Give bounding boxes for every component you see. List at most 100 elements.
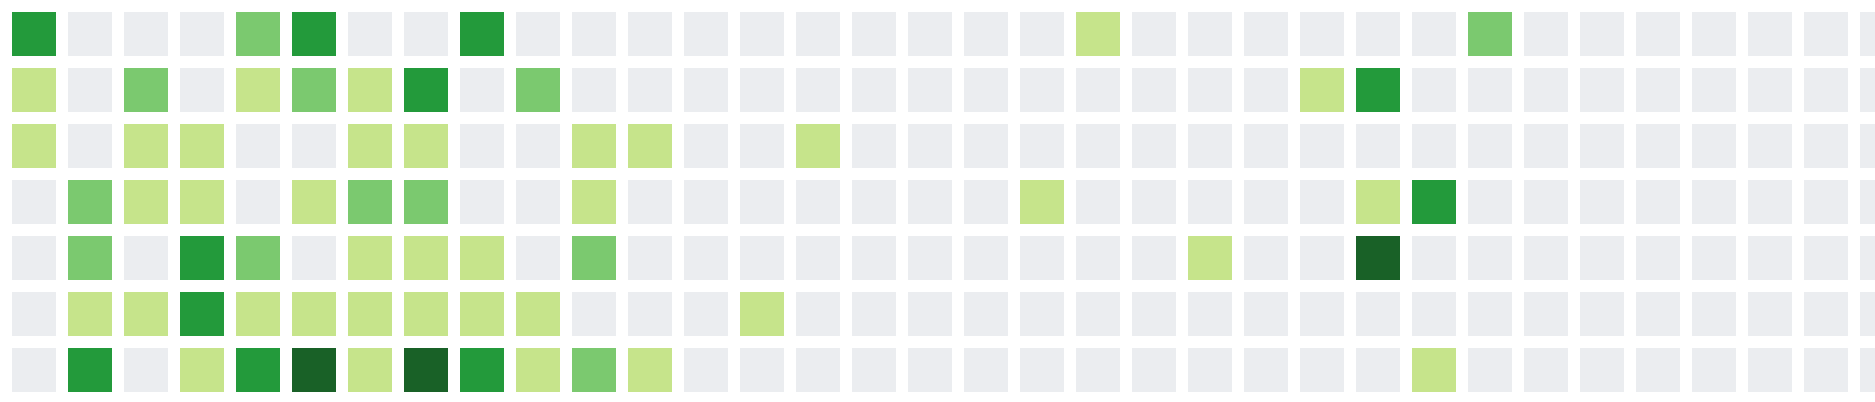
contribution-cell[interactable] <box>1244 12 1288 56</box>
contribution-cell[interactable] <box>1692 124 1736 168</box>
contribution-cell[interactable] <box>1300 68 1344 112</box>
contribution-cell[interactable] <box>1804 180 1848 224</box>
contribution-cell[interactable] <box>1580 292 1624 336</box>
contribution-cell[interactable] <box>1860 68 1875 112</box>
contribution-cell[interactable] <box>1524 180 1568 224</box>
contribution-cell[interactable] <box>1748 348 1792 392</box>
contribution-cell[interactable] <box>516 124 560 168</box>
contribution-cell[interactable] <box>236 180 280 224</box>
contribution-cell[interactable] <box>908 236 952 280</box>
contribution-cell[interactable] <box>908 292 952 336</box>
contribution-cell[interactable] <box>12 12 56 56</box>
contribution-cell[interactable] <box>1300 124 1344 168</box>
contribution-cell[interactable] <box>292 180 336 224</box>
contribution-cell[interactable] <box>1692 348 1736 392</box>
contribution-cell[interactable] <box>1636 180 1680 224</box>
contribution-cell[interactable] <box>1412 236 1456 280</box>
contribution-cell[interactable] <box>1580 124 1624 168</box>
contribution-cell[interactable] <box>1524 12 1568 56</box>
contribution-cell[interactable] <box>1692 180 1736 224</box>
contribution-cell[interactable] <box>1860 124 1875 168</box>
contribution-cell[interactable] <box>628 292 672 336</box>
contribution-cell[interactable] <box>1300 292 1344 336</box>
contribution-cell[interactable] <box>1300 236 1344 280</box>
contribution-cell[interactable] <box>1076 180 1120 224</box>
contribution-cell[interactable] <box>572 12 616 56</box>
contribution-cell[interactable] <box>1468 124 1512 168</box>
contribution-cell[interactable] <box>1580 180 1624 224</box>
contribution-cell[interactable] <box>908 348 952 392</box>
contribution-cell[interactable] <box>236 68 280 112</box>
contribution-cell[interactable] <box>964 348 1008 392</box>
contribution-cell[interactable] <box>964 12 1008 56</box>
contribution-cell[interactable] <box>12 292 56 336</box>
contribution-cell[interactable] <box>124 12 168 56</box>
contribution-cell[interactable] <box>740 292 784 336</box>
contribution-cell[interactable] <box>1020 348 1064 392</box>
contribution-cell[interactable] <box>1412 348 1456 392</box>
contribution-cell[interactable] <box>68 124 112 168</box>
contribution-cell[interactable] <box>740 180 784 224</box>
contribution-cell[interactable] <box>852 124 896 168</box>
contribution-cell[interactable] <box>908 12 952 56</box>
contribution-cell[interactable] <box>404 292 448 336</box>
contribution-cell[interactable] <box>1748 124 1792 168</box>
contribution-cell[interactable] <box>796 348 840 392</box>
contribution-cell[interactable] <box>1804 348 1848 392</box>
contribution-cell[interactable] <box>1356 124 1400 168</box>
contribution-cell[interactable] <box>180 236 224 280</box>
contribution-cell[interactable] <box>12 68 56 112</box>
contribution-cell[interactable] <box>740 348 784 392</box>
contribution-cell[interactable] <box>1020 12 1064 56</box>
contribution-cell[interactable] <box>180 68 224 112</box>
contribution-cell[interactable] <box>796 12 840 56</box>
contribution-cell[interactable] <box>1692 292 1736 336</box>
contribution-cell[interactable] <box>1860 292 1875 336</box>
contribution-cell[interactable] <box>796 68 840 112</box>
contribution-cell[interactable] <box>12 236 56 280</box>
contribution-cell[interactable] <box>404 12 448 56</box>
contribution-cell[interactable] <box>1188 236 1232 280</box>
contribution-cell[interactable] <box>1580 236 1624 280</box>
contribution-cell[interactable] <box>1188 180 1232 224</box>
contribution-cell[interactable] <box>1860 236 1875 280</box>
contribution-cell[interactable] <box>1132 236 1176 280</box>
contribution-cell[interactable] <box>68 348 112 392</box>
contribution-cell[interactable] <box>1132 292 1176 336</box>
contribution-cell[interactable] <box>1412 180 1456 224</box>
contribution-cell[interactable] <box>1804 292 1848 336</box>
contribution-cell[interactable] <box>684 236 728 280</box>
contribution-cell[interactable] <box>1020 180 1064 224</box>
contribution-cell[interactable] <box>124 68 168 112</box>
contribution-cell[interactable] <box>180 180 224 224</box>
contribution-cell[interactable] <box>1412 12 1456 56</box>
contribution-cell[interactable] <box>1748 292 1792 336</box>
contribution-cell[interactable] <box>404 180 448 224</box>
contribution-cell[interactable] <box>236 348 280 392</box>
contribution-cell[interactable] <box>460 180 504 224</box>
contribution-cell[interactable] <box>68 180 112 224</box>
contribution-cell[interactable] <box>1244 348 1288 392</box>
contribution-cell[interactable] <box>908 68 952 112</box>
contribution-cell[interactable] <box>1412 124 1456 168</box>
contribution-cell[interactable] <box>964 292 1008 336</box>
contribution-cell[interactable] <box>740 68 784 112</box>
contribution-cell[interactable] <box>1804 236 1848 280</box>
contribution-cell[interactable] <box>1132 124 1176 168</box>
contribution-cell[interactable] <box>1636 236 1680 280</box>
contribution-cell[interactable] <box>628 348 672 392</box>
contribution-cell[interactable] <box>404 68 448 112</box>
contribution-cell[interactable] <box>68 12 112 56</box>
contribution-cell[interactable] <box>796 180 840 224</box>
contribution-cell[interactable] <box>460 124 504 168</box>
contribution-cell[interactable] <box>1412 292 1456 336</box>
contribution-cell[interactable] <box>348 68 392 112</box>
contribution-cell[interactable] <box>852 68 896 112</box>
contribution-cell[interactable] <box>1580 12 1624 56</box>
contribution-cell[interactable] <box>68 292 112 336</box>
contribution-cell[interactable] <box>1132 348 1176 392</box>
contribution-cell[interactable] <box>460 292 504 336</box>
contribution-cell[interactable] <box>68 68 112 112</box>
contribution-cell[interactable] <box>1188 68 1232 112</box>
contribution-cell[interactable] <box>1188 124 1232 168</box>
